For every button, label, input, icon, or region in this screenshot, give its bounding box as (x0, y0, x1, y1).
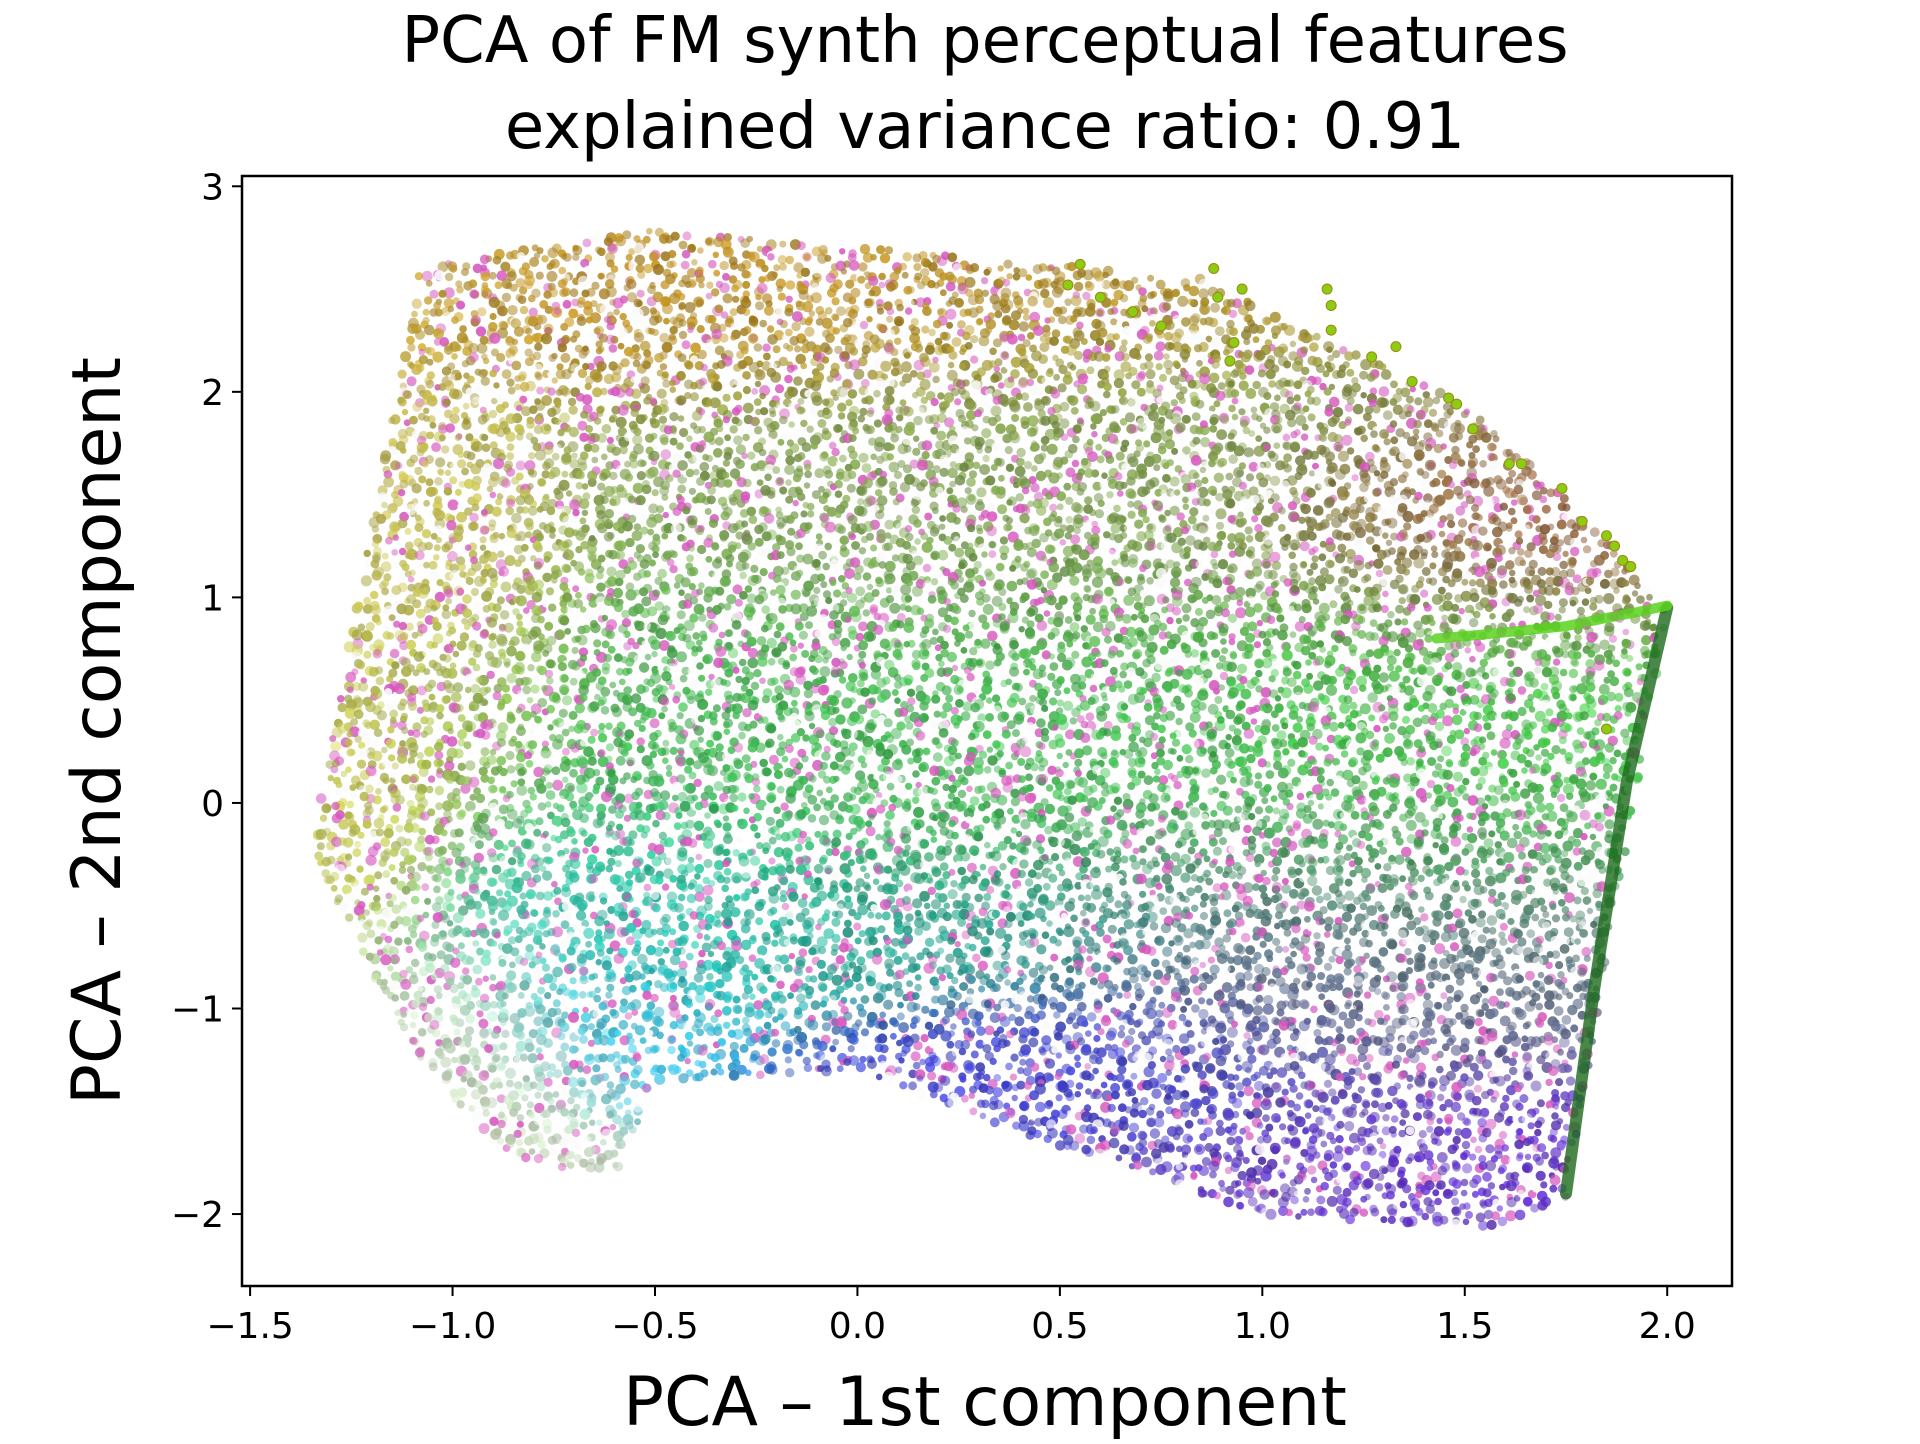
highlight-point (1326, 325, 1336, 335)
y-axis-label: PCA – 2nd component (58, 357, 137, 1105)
highlight-point (1610, 541, 1620, 551)
highlight-point (1213, 292, 1223, 302)
highlight-point (1063, 280, 1073, 290)
highlight-point (1391, 342, 1401, 352)
x-tick-label: 1.5 (1436, 1306, 1493, 1347)
y-tick-label: 2 (201, 373, 224, 414)
highlight-point (1516, 459, 1526, 469)
highlight-point (1407, 377, 1417, 387)
y-tick-label: 0 (201, 784, 224, 825)
highlight-point (1326, 301, 1336, 311)
highlight-point (1468, 424, 1478, 434)
x-tick-label: 0.5 (1031, 1306, 1088, 1347)
x-tick-label: −0.5 (611, 1306, 698, 1347)
highlight-point (1504, 459, 1514, 469)
highlight-point (1452, 399, 1462, 409)
highlight-point (1322, 284, 1332, 294)
y-tick-label: −2 (171, 1195, 224, 1236)
highlight-point (1128, 307, 1138, 317)
highlight-point (1577, 516, 1587, 526)
highlight-point (1095, 292, 1105, 302)
highlight-point (1225, 356, 1235, 366)
highlight-point (1601, 531, 1611, 541)
chart-subtitle: explained variance ratio: 0.91 (505, 90, 1465, 164)
y-tick-label: −1 (171, 990, 224, 1031)
x-tick-label: 0.0 (829, 1306, 886, 1347)
x-tick-label: −1.0 (409, 1306, 496, 1347)
x-tick-label: 1.0 (1234, 1306, 1291, 1347)
highlight-point (1209, 264, 1219, 274)
chart-title: PCA of FM synth perceptual features (401, 4, 1568, 78)
highlight-point (1626, 562, 1636, 572)
y-tick-label: 3 (201, 167, 224, 208)
x-tick-label: −1.5 (206, 1306, 293, 1347)
highlight-point (1237, 284, 1247, 294)
highlight-point (1601, 724, 1611, 734)
x-axis-label: PCA – 1st component (623, 1363, 1347, 1440)
highlight-point (1156, 321, 1166, 331)
y-tick-label: 1 (201, 578, 224, 619)
highlight-point (1557, 483, 1567, 493)
highlight-point (1075, 259, 1085, 269)
x-tick-label: 2.0 (1639, 1306, 1696, 1347)
highlight-point (1229, 338, 1239, 348)
highlight-point (1367, 352, 1377, 362)
